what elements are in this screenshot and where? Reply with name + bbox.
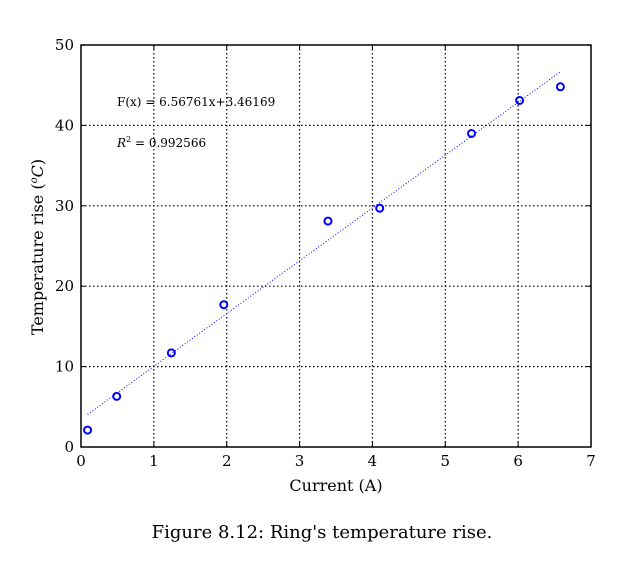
y-tick-label: 10 — [55, 358, 74, 376]
grid-lines — [81, 45, 591, 447]
y-axis-label-close: ) — [28, 159, 47, 165]
fit-equation: F(x) = 6.56761x+3.46169 — [117, 95, 275, 109]
x-tick-label: 4 — [368, 452, 378, 470]
y-tick-labels: 0 10 20 30 40 50 — [55, 36, 74, 456]
x-tick-label: 6 — [513, 452, 523, 470]
y-axis-label: Temperature rise (oC) — [28, 159, 47, 335]
data-point — [375, 203, 385, 213]
y-axis-label-unit: C — [28, 165, 47, 177]
r2-value: = 0.992566 — [131, 136, 206, 150]
linear-fit-line — [87, 71, 561, 415]
scatter-chart: 0 1 2 3 4 5 6 7 0 10 20 30 40 50 F(x) = 6.56761x+3.4… — [28, 36, 596, 495]
r2-power: 2 — [126, 135, 131, 144]
x-tick-label: 7 — [586, 452, 596, 470]
x-tick-label: 2 — [222, 452, 232, 470]
x-axis-label: Current (A) — [289, 476, 382, 495]
figure-caption: Figure 8.12: Ring's temperature rise. — [151, 522, 493, 543]
data-point — [112, 391, 122, 401]
data-points — [83, 82, 565, 435]
y-axis-label-super: o — [29, 177, 40, 183]
data-point — [515, 95, 525, 105]
y-tick-label: 30 — [55, 197, 74, 215]
y-tick-label: 20 — [55, 277, 74, 295]
data-point — [467, 128, 477, 138]
r-squared-annotation: R2 = 0.992566 — [116, 135, 206, 150]
y-tick-label: 50 — [55, 36, 74, 54]
axis-ticks — [80, 44, 592, 448]
y-tick-label: 0 — [64, 438, 74, 456]
x-tick-label: 1 — [149, 452, 159, 470]
fit-line — [87, 71, 561, 415]
data-point — [323, 216, 333, 226]
data-point — [555, 82, 565, 92]
x-tick-label: 0 — [76, 452, 86, 470]
x-tick-labels: 0 1 2 3 4 5 6 7 — [76, 452, 596, 470]
x-tick-label: 3 — [295, 452, 305, 470]
y-axis-label-main: Temperature rise ( — [28, 183, 47, 335]
data-point — [166, 348, 176, 358]
plot-frame — [80, 44, 592, 448]
data-point — [83, 425, 93, 435]
r2-label: R — [116, 136, 126, 150]
x-tick-label: 5 — [441, 452, 451, 470]
y-tick-label: 40 — [55, 116, 74, 134]
data-point — [219, 300, 229, 310]
